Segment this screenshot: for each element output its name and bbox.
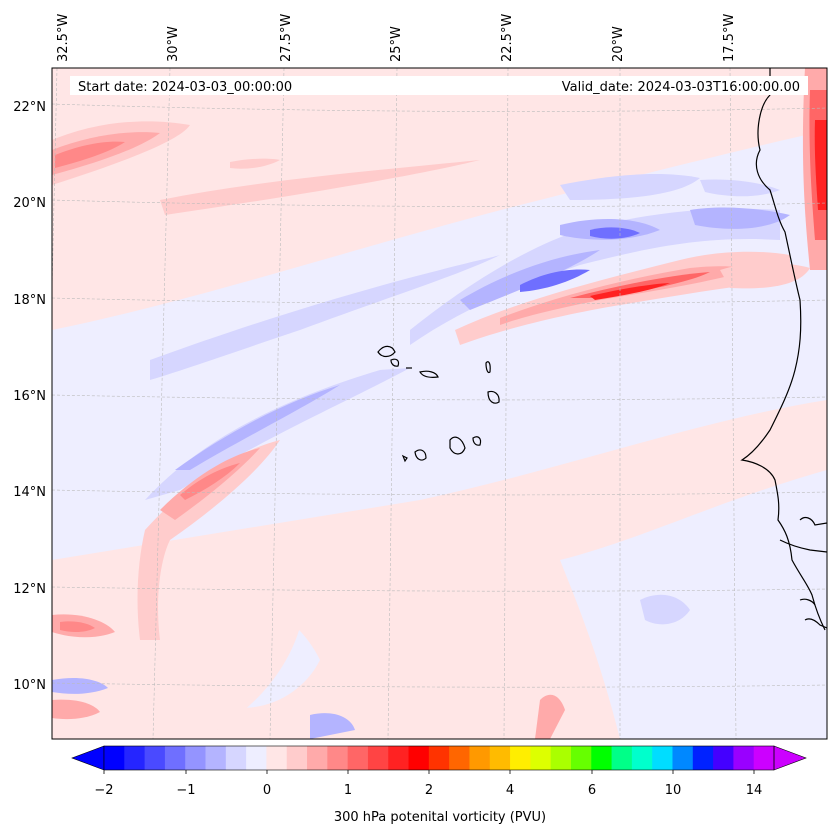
colorbar-swatch xyxy=(388,746,410,770)
cb-tick-label: −1 xyxy=(176,783,195,798)
cb-tick-label: 2 xyxy=(425,783,433,798)
colorbar-title: 300 hPa potenital vorticity (PVU) xyxy=(334,810,546,825)
pv-field xyxy=(52,68,827,739)
lon-label: 22.5°W xyxy=(500,14,515,62)
colorbar-swatch xyxy=(510,746,531,770)
cb-tick-label: 14 xyxy=(746,783,763,798)
field-pos-nw-3 xyxy=(55,141,125,168)
island-santiago xyxy=(449,436,466,455)
colorbar-swatch xyxy=(449,746,470,770)
lat-label: 12°N xyxy=(13,582,46,597)
field-pos-main-3 xyxy=(570,272,710,298)
colorbar-swatch xyxy=(164,746,186,770)
colorbar-max-arrow xyxy=(773,745,807,771)
colorbar-swatch xyxy=(286,746,308,770)
colorbar-swatch xyxy=(124,746,146,770)
colorbar-swatch xyxy=(489,746,511,770)
colorbar-swatch xyxy=(631,746,653,770)
colorbar-swatch xyxy=(104,746,125,770)
latitude-labels: 22°N 20°N 18°N 16°N 14°N 12°N 10°N xyxy=(13,100,46,693)
colorbar-swatch xyxy=(408,746,430,770)
west-africa-coast xyxy=(740,68,826,631)
colorbar-swatch xyxy=(185,746,207,770)
island-boa-vista xyxy=(487,390,500,404)
colorbar-swatch xyxy=(347,746,369,770)
colorbar-swatch xyxy=(367,746,389,770)
colorbar-swatch xyxy=(225,746,247,770)
colorbar-swatch xyxy=(144,746,166,770)
start-date-label: Start date: 2024-03-03_00:00:00 xyxy=(78,80,292,95)
cb-tick-label: 0 xyxy=(263,783,271,798)
colorbar-ticks: −2 −1 0 1 2 4 6 10 14 xyxy=(94,783,762,798)
colorbar-swatch xyxy=(672,746,694,770)
map-frame xyxy=(51,67,828,740)
field-neg-streak-2 xyxy=(145,368,410,500)
field-pink-southwest xyxy=(52,551,306,739)
field-pos-main-4 xyxy=(590,283,670,300)
valid-date-label: Valid_date: 2024-03-03T16:00:00.00 xyxy=(562,80,800,95)
graticule xyxy=(52,68,827,739)
lat-label: 20°N xyxy=(13,196,46,211)
lon-label: 20°W xyxy=(611,26,626,62)
colorbar-swatch xyxy=(550,746,572,770)
colorbar-swatch xyxy=(205,746,227,770)
lon-label: 27.5°W xyxy=(279,14,294,62)
lon-label: 25°W xyxy=(389,26,404,62)
cb-tick-label: 6 xyxy=(588,783,596,798)
lat-label: 18°N xyxy=(13,293,46,308)
lon-label: 17.5°W xyxy=(722,14,737,62)
cb-tick-label: −2 xyxy=(94,783,113,798)
field-pos-nw-2 xyxy=(52,132,160,175)
lat-label: 22°N xyxy=(13,100,46,115)
field-light-negative-south xyxy=(560,470,827,739)
lat-label: 14°N xyxy=(13,485,46,500)
lat-label: 16°N xyxy=(13,389,46,404)
coastlines xyxy=(377,68,827,631)
colorbar-min-arrow xyxy=(71,745,105,771)
header-box xyxy=(70,76,808,95)
colorbar-swatch xyxy=(266,746,288,770)
longitude-labels: 32.5°W 30°W 27.5°W 25°W 22.5°W 20°W 17.5… xyxy=(56,14,737,62)
field-neg-main-2 xyxy=(460,250,600,310)
field-pos-sw-3 xyxy=(180,463,240,500)
cb-tick-label: 4 xyxy=(506,783,514,798)
colorbar-swatch xyxy=(307,746,328,770)
colorbar-swatch xyxy=(570,746,592,770)
field-neg-streak-1 xyxy=(150,255,500,380)
lon-label: 32.5°W xyxy=(56,14,71,62)
colorbar-swatch xyxy=(733,746,755,770)
colorbar-swatch xyxy=(327,746,349,770)
field-neg-north xyxy=(560,174,700,200)
field-neg-main-3 xyxy=(520,269,590,292)
island-sal xyxy=(485,361,491,374)
colorbar-swatch xyxy=(753,746,775,770)
lon-label: 30°W xyxy=(166,26,181,62)
field-pos-main-2 xyxy=(500,266,750,325)
colorbar-swatch xyxy=(530,746,552,770)
colorbar xyxy=(71,745,807,774)
field-pos-north-streak xyxy=(160,160,480,215)
colorbar-swatch xyxy=(692,746,714,770)
colorbar-swatch xyxy=(246,746,267,770)
colorbar-swatch xyxy=(713,746,734,770)
colorbar-swatch xyxy=(611,746,633,770)
field-neg-streak-2b xyxy=(175,385,340,470)
colorbar-swatch xyxy=(469,746,491,770)
colorbar-swatch xyxy=(428,746,450,770)
colorbar-swatch xyxy=(591,746,613,770)
field-neg-main xyxy=(410,208,780,345)
colorbar-swatch xyxy=(652,746,673,770)
cb-tick-label: 1 xyxy=(344,783,352,798)
colorbar-outline xyxy=(103,745,775,771)
field-pos-nw-1 xyxy=(52,121,190,185)
lat-label: 10°N xyxy=(13,678,46,693)
island-santo-antao xyxy=(377,345,396,358)
cb-tick-label: 10 xyxy=(665,783,682,798)
